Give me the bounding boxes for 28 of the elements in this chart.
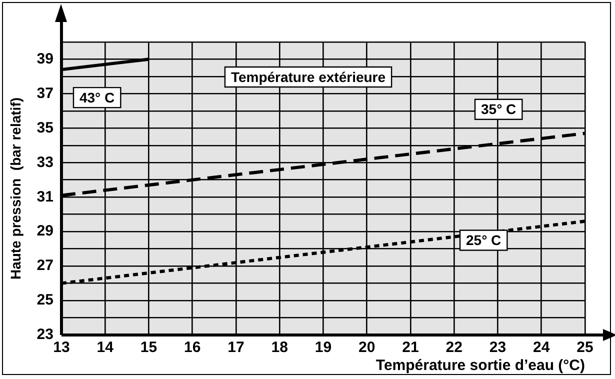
series-label: 35° C <box>481 101 516 118</box>
y-tick-label: 37 <box>36 84 54 102</box>
annotation: Température extérieure <box>230 68 386 85</box>
x-axis-title: Température sortie d’eau (°C) <box>376 357 585 374</box>
series-label: 25° C <box>466 232 502 248</box>
x-tick-label: 17 <box>228 339 244 356</box>
y-tick-label: 25 <box>36 292 54 309</box>
x-tick-label: 24 <box>533 339 550 356</box>
x-tick-label: 14 <box>96 339 114 356</box>
y-tick-label: 31 <box>36 188 54 206</box>
x-tick-label: 16 <box>184 339 201 356</box>
x-tick-label: 15 <box>140 339 158 356</box>
x-tick-label: 22 <box>446 339 462 356</box>
x-tick-label: 25 <box>576 339 594 356</box>
y-tick-label: 33 <box>36 154 54 171</box>
x-tick-label: 23 <box>489 339 506 356</box>
x-tick-label: 21 <box>402 339 419 356</box>
y-tick-label: 35 <box>36 119 54 136</box>
y-tick-label: 27 <box>36 257 54 274</box>
y-tick-label: 23 <box>36 326 54 344</box>
series-label: 43° C <box>79 89 115 106</box>
x-tick-label: 20 <box>358 339 376 356</box>
x-tick-label: 19 <box>314 339 332 356</box>
y-axis-title: Haute pression (bar relatif) <box>7 97 24 280</box>
x-tick-label: 13 <box>53 339 70 356</box>
x-tick-label: 18 <box>271 339 288 356</box>
y-tick-label: 39 <box>36 50 54 68</box>
y-tick-label: 29 <box>36 222 54 240</box>
